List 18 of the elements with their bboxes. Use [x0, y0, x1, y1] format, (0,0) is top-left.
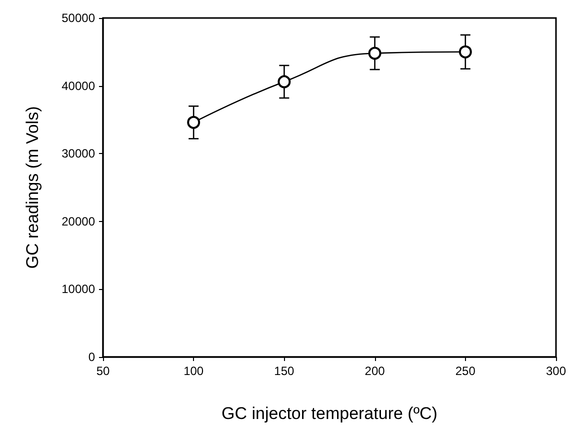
y-tick-label: 0 [88, 350, 96, 364]
point [278, 75, 291, 88]
y-tick-label: 30000 [62, 146, 96, 161]
point [458, 45, 472, 58]
y-tick-label: 10000 [62, 282, 96, 296]
y-tick-label: 50000 [62, 11, 96, 25]
y-axis-title: GC readings (m Vols) [23, 106, 42, 269]
x-tick-label: 300 [546, 364, 566, 378]
x-tick-label: 250 [455, 364, 476, 378]
x-tick-label: 200 [364, 364, 386, 378]
x-tick-label: 150 [274, 364, 295, 378]
x-axis-title: GC injector temperature (ºC) [222, 404, 438, 423]
y-tick-label: 20000 [62, 214, 96, 228]
y-tick-label: 40000 [62, 78, 96, 93]
point [368, 46, 382, 60]
point [187, 116, 200, 129]
x-tick-label: 50 [96, 364, 110, 378]
x-tick-label: 100 [184, 364, 204, 378]
